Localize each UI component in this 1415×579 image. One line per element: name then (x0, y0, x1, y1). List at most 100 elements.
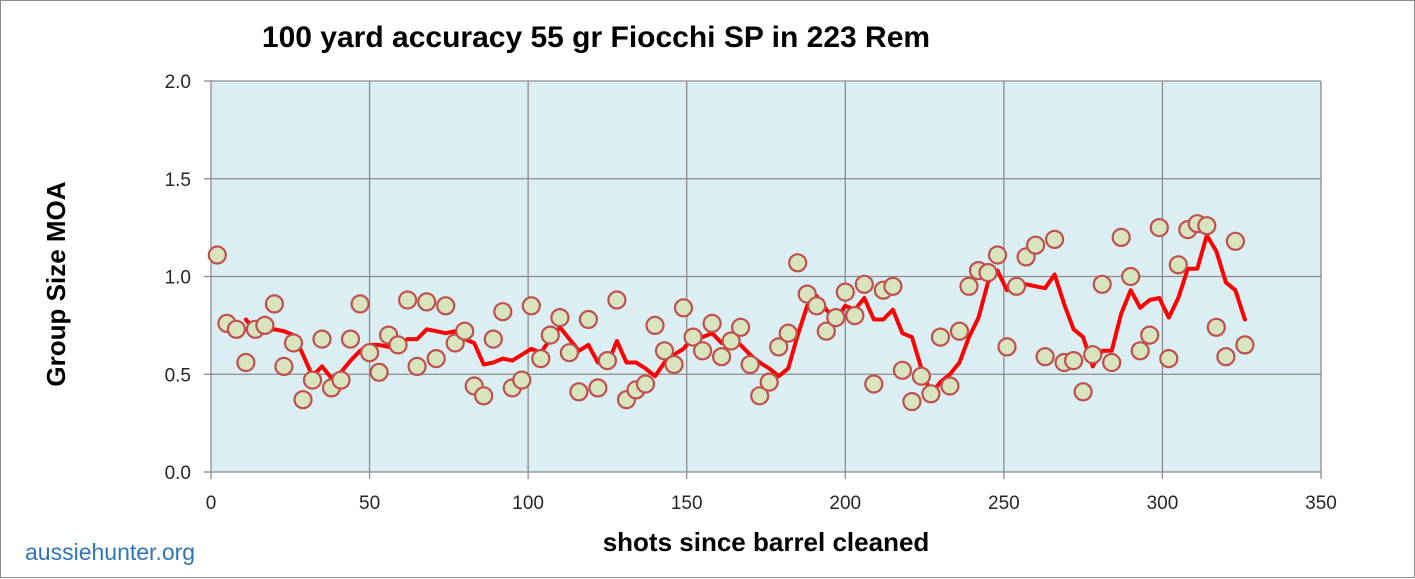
data-point (312, 329, 332, 349)
data-point (835, 282, 855, 302)
y-tick-label: 1.5 (165, 170, 191, 191)
data-point (949, 321, 970, 341)
data-point (911, 366, 932, 386)
data-point (1197, 216, 1217, 236)
y-tick-label: 1.0 (165, 268, 191, 289)
data-point (398, 290, 418, 310)
x-tick-label: 300 (1147, 493, 1179, 514)
y-tick-label: 0.5 (165, 365, 191, 386)
data-point (1235, 335, 1255, 355)
data-point (436, 296, 456, 316)
data-point (1044, 229, 1065, 249)
data-point (1102, 352, 1122, 373)
data-point (1111, 227, 1131, 247)
x-tick-label: 350 (1305, 493, 1337, 514)
data-point (750, 386, 770, 406)
data-point (721, 331, 741, 351)
data-point (673, 298, 694, 318)
data-point (1206, 317, 1226, 337)
data-point (930, 327, 951, 347)
data-point (369, 362, 389, 382)
data-point (597, 351, 618, 371)
data-point (588, 378, 608, 398)
data-point (987, 245, 1008, 265)
data-point (512, 370, 532, 390)
data-point (274, 356, 294, 376)
data-point (1083, 345, 1103, 365)
data-point (759, 372, 779, 392)
data-point (293, 390, 313, 410)
data-point (474, 386, 494, 406)
data-point (702, 313, 722, 333)
data-point (559, 343, 580, 363)
data-point (978, 263, 998, 283)
watermark-logo: aussiehunter.org (25, 539, 195, 565)
data-point (1073, 382, 1093, 402)
y-tick-label: 2.0 (165, 72, 191, 93)
data-point (1216, 347, 1236, 367)
x-tick-label: 250 (988, 493, 1020, 514)
trend-line-layer (243, 233, 1247, 396)
data-point (550, 308, 570, 328)
data-point (664, 354, 684, 375)
data-point (236, 352, 256, 373)
data-point (207, 245, 227, 265)
data-point (264, 294, 284, 314)
data-point (417, 292, 437, 312)
chart-title: 100 yard accuracy 55 gr Fiocchi SP in 22… (262, 21, 930, 54)
data-point (788, 253, 808, 273)
data-point (902, 392, 922, 412)
data-point (1140, 325, 1160, 345)
data-point (283, 333, 304, 353)
data-point (226, 319, 246, 339)
data-point (360, 343, 380, 363)
data-point (483, 329, 503, 349)
x-tick-label: 150 (671, 493, 703, 514)
data-point (769, 337, 789, 357)
data-point (845, 306, 865, 326)
data-point (692, 341, 713, 361)
data-point (816, 321, 836, 341)
data-point (1006, 276, 1027, 296)
data-point (607, 290, 627, 310)
x-axis-title: shots since barrel cleaned (603, 527, 930, 557)
data-point (388, 335, 408, 355)
data-point (807, 296, 827, 316)
data-point (740, 354, 760, 375)
data-point (1168, 255, 1188, 275)
data-point (711, 347, 732, 367)
data-point (921, 384, 941, 404)
data-point (683, 327, 703, 347)
data-point (1159, 349, 1179, 369)
x-tick-label: 50 (359, 493, 380, 514)
data-point (778, 323, 798, 343)
data-point (255, 315, 275, 335)
data-point (730, 317, 751, 337)
data-point (1121, 266, 1141, 287)
data-point (645, 315, 665, 335)
data-point (521, 296, 541, 316)
data-points (207, 214, 1255, 412)
data-point (302, 370, 323, 390)
data-point (892, 360, 913, 380)
data-point (1025, 235, 1046, 255)
data-point (654, 341, 675, 361)
x-tick-label: 100 (512, 493, 544, 514)
data-point (997, 337, 1017, 357)
data-point (455, 321, 475, 341)
data-point (854, 274, 874, 294)
tick-labels: 0.0 0.5 1.0 1.5 2.0 0 50 100 150 200 250 300 350 (165, 72, 1337, 514)
data-point (1035, 347, 1055, 367)
y-axis-title: Group Size MOA (41, 181, 71, 386)
data-point (635, 374, 656, 394)
y-tick-label: 0.0 (165, 463, 191, 484)
data-point (350, 294, 370, 314)
data-point (426, 349, 446, 369)
x-tick-label: 200 (829, 493, 861, 514)
data-point (407, 356, 427, 376)
data-point (331, 370, 351, 390)
data-point (578, 309, 599, 330)
x-tick-label: 0 (206, 493, 217, 514)
